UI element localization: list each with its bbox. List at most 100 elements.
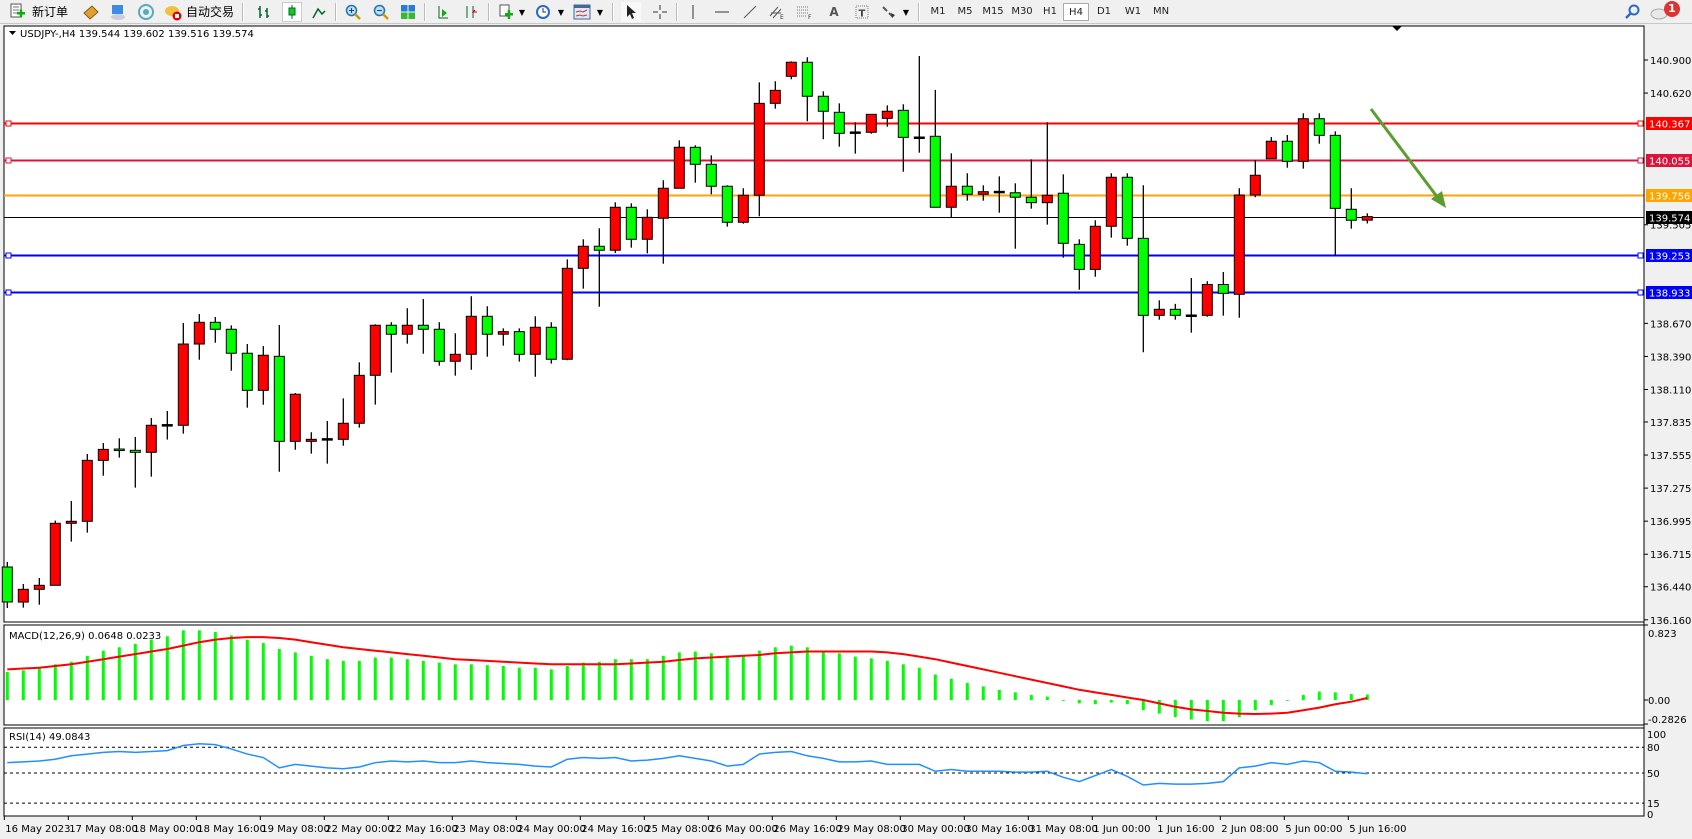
data-window-icon[interactable] — [107, 2, 129, 22]
level-handle-right[interactable] — [1637, 252, 1644, 259]
level-handle-left[interactable] — [5, 120, 12, 127]
candle[interactable] — [801, 57, 813, 122]
candle[interactable] — [1297, 113, 1309, 169]
level-handle-right[interactable] — [1637, 289, 1644, 296]
candle[interactable] — [497, 328, 509, 346]
candle[interactable] — [1057, 174, 1069, 258]
candle[interactable] — [705, 155, 717, 195]
candle[interactable] — [1217, 271, 1229, 316]
candle[interactable] — [481, 306, 493, 357]
candle[interactable] — [49, 520, 61, 586]
candle[interactable] — [1009, 183, 1021, 249]
candle[interactable] — [1073, 239, 1085, 290]
candle[interactable] — [433, 322, 445, 366]
zoom-out-icon[interactable] — [371, 2, 391, 22]
candle[interactable] — [1361, 213, 1373, 224]
candle[interactable] — [865, 113, 877, 134]
candle[interactable] — [545, 322, 557, 364]
arrows-icon[interactable] — [878, 2, 898, 22]
candle[interactable] — [65, 500, 77, 542]
timeframe-mn-button[interactable]: MN — [1152, 6, 1170, 17]
candle[interactable] — [273, 325, 285, 472]
candle[interactable] — [385, 322, 397, 373]
candle[interactable] — [177, 323, 189, 434]
candle[interactable] — [929, 89, 941, 208]
candle[interactable] — [993, 176, 1005, 213]
periods-dropdown-icon[interactable]: ▼ — [557, 7, 565, 17]
level-handle-left[interactable] — [5, 252, 12, 259]
candle[interactable] — [977, 185, 989, 201]
candle[interactable] — [193, 314, 205, 360]
candle[interactable] — [657, 180, 669, 264]
candle[interactable] — [449, 333, 461, 376]
new-order-icon[interactable] — [6, 2, 28, 22]
candle[interactable] — [897, 104, 909, 172]
candle[interactable] — [305, 432, 317, 454]
candle[interactable] — [945, 153, 957, 218]
candle[interactable] — [961, 173, 973, 201]
candle[interactable] — [225, 325, 237, 371]
candle[interactable] — [1329, 131, 1341, 256]
templates-dropdown-icon[interactable]: ▼ — [596, 7, 604, 17]
market-watch-icon[interactable] — [80, 2, 102, 22]
candle[interactable] — [1089, 220, 1101, 277]
candle[interactable] — [257, 346, 269, 405]
timeframe-d1-button[interactable]: D1 — [1096, 6, 1112, 17]
candle[interactable] — [353, 362, 365, 428]
level-handle-right[interactable] — [1637, 157, 1644, 164]
candle[interactable] — [1345, 188, 1357, 229]
candle[interactable] — [1, 561, 13, 608]
candle[interactable] — [913, 55, 925, 153]
candle[interactable] — [721, 185, 733, 227]
candle[interactable] — [1201, 281, 1213, 317]
candle[interactable] — [321, 421, 333, 464]
candle[interactable] — [417, 299, 429, 354]
trendline-icon[interactable] — [740, 2, 760, 22]
candle[interactable] — [97, 442, 109, 476]
candle[interactable] — [817, 91, 829, 140]
candle[interactable] — [465, 296, 477, 370]
candle[interactable] — [737, 188, 749, 224]
vertical-line-icon[interactable] — [683, 2, 703, 22]
horizontal-line-icon[interactable] — [712, 2, 732, 22]
timeframe-m15-button[interactable]: M15 — [982, 6, 1004, 17]
bar-chart-icon[interactable] — [254, 2, 274, 22]
auto-scroll-icon[interactable] — [433, 2, 453, 22]
level-handle-right[interactable] — [1637, 120, 1644, 127]
auto-trading-icon[interactable] — [162, 2, 184, 22]
candle[interactable] — [113, 438, 125, 458]
candle[interactable] — [1153, 300, 1165, 320]
candle[interactable] — [1041, 122, 1053, 225]
candle[interactable] — [1121, 173, 1133, 246]
chart-shift-marker-icon[interactable] — [1392, 26, 1402, 31]
candlestick-chart-icon[interactable] — [282, 2, 302, 22]
candle[interactable] — [1025, 159, 1037, 209]
line-chart-icon[interactable] — [309, 2, 329, 22]
candle[interactable] — [753, 82, 765, 217]
timeframe-w1-button[interactable]: W1 — [1124, 6, 1142, 17]
tile-windows-icon[interactable] — [398, 2, 418, 22]
candle[interactable] — [81, 453, 93, 533]
candle[interactable] — [641, 209, 653, 254]
timeframe-h4-button[interactable]: H4 — [1063, 3, 1089, 21]
candle[interactable] — [1137, 185, 1149, 353]
candle[interactable] — [833, 103, 845, 147]
candle[interactable] — [529, 316, 541, 377]
candle[interactable] — [209, 316, 221, 343]
candle[interactable] — [1185, 278, 1197, 333]
equidistant-channel-icon[interactable]: E — [767, 2, 787, 22]
candle[interactable] — [1313, 113, 1325, 144]
candle[interactable] — [241, 344, 253, 408]
candle[interactable] — [609, 202, 621, 253]
search-icon[interactable] — [1622, 2, 1642, 22]
candle[interactable] — [881, 105, 893, 127]
auto-trading-button[interactable]: 自动交易 — [186, 5, 235, 19]
level-handle-left[interactable] — [5, 157, 12, 164]
candle[interactable] — [1281, 134, 1293, 168]
candle[interactable] — [337, 398, 349, 446]
cursor-arrow-icon[interactable] — [621, 2, 641, 22]
candle[interactable] — [849, 122, 861, 154]
candle[interactable] — [401, 308, 413, 344]
price-chart-pane[interactable]: USDJPY-,H4 139.544 139.602 139.516 139.5… — [1, 25, 1645, 623]
